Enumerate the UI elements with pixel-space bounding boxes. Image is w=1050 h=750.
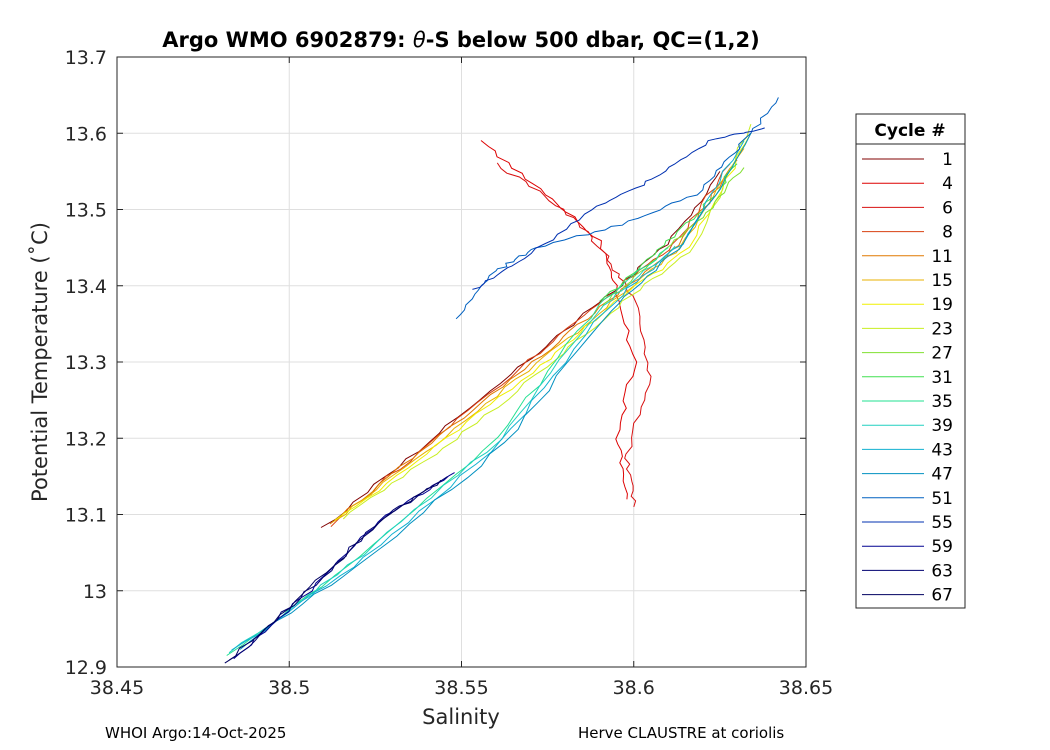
legend-title-box xyxy=(855,113,966,145)
x-axis-label: Salinity xyxy=(422,705,500,729)
legend-label-55: 55 xyxy=(931,513,953,533)
legend-entries: 1 4 6 8 11 15 19 23 27 31 35 39 43 47 51 55 59 63 67 xyxy=(862,150,953,606)
series-cycle-23 xyxy=(342,123,752,520)
series-cycle-31 xyxy=(599,163,738,302)
x-tick-label: 38.6 xyxy=(613,677,655,699)
y-tick-label: 13.1 xyxy=(65,505,107,527)
series-cycle-4 xyxy=(480,140,638,500)
y-tick-label: 12.9 xyxy=(65,657,107,679)
legend-label-4: 4 xyxy=(942,174,953,194)
y-tick-label: 13.2 xyxy=(65,428,107,450)
footer-left-text: WHOI Argo:14-Oct-2025 xyxy=(105,724,287,742)
legend-label-1: 1 xyxy=(942,150,953,170)
legend-label-35: 35 xyxy=(931,392,953,412)
legend-title: Cycle # xyxy=(874,121,945,141)
legend-label-19: 19 xyxy=(931,295,953,315)
legend: Cycle # 1 4 6 8 11 15 19 23 27 31 35 39 43 47 51 55 59 63… xyxy=(855,113,966,609)
series-cycle-67 xyxy=(224,479,442,664)
series-cycle-19 xyxy=(334,132,752,521)
series-lines xyxy=(224,97,779,664)
legend-label-11: 11 xyxy=(931,247,953,267)
series-cycle-27 xyxy=(600,167,745,310)
series-cycle-55 xyxy=(472,127,765,290)
legend-label-23: 23 xyxy=(931,319,953,339)
series-cycle-51 xyxy=(455,97,779,320)
y-axis-label: Potential Temperature (˚C) xyxy=(28,222,52,502)
y-tick-label: 13.7 xyxy=(65,47,107,69)
legend-label-51: 51 xyxy=(931,489,953,509)
y-tick-label: 13.5 xyxy=(65,200,107,222)
y-tick-label: 13.3 xyxy=(65,352,107,374)
chart-title: Argo WMO 6902879: θ-S below 500 dbar, QC… xyxy=(162,28,759,52)
legend-label-67: 67 xyxy=(931,586,953,606)
legend-label-63: 63 xyxy=(931,561,953,581)
legend-label-6: 6 xyxy=(942,198,953,218)
series-cycle-6 xyxy=(496,162,652,508)
x-tick-label: 38.55 xyxy=(434,677,488,699)
legend-label-43: 43 xyxy=(931,440,953,460)
legend-box xyxy=(855,143,966,609)
x-tick-label: 38.45 xyxy=(90,677,144,699)
x-tick-label: 38.65 xyxy=(779,677,833,699)
y-tick-label: 13.4 xyxy=(65,276,107,298)
footer-right-text: Herve CLAUSTRE at coriolis xyxy=(578,724,785,742)
series-cycle-11 xyxy=(329,159,738,525)
axis-ticks: 38.45 38.5 38.55 38.6 38.65 12.9 13 13.1 13.2 13.… xyxy=(65,47,834,699)
legend-label-8: 8 xyxy=(942,223,953,243)
legend-label-15: 15 xyxy=(931,271,953,291)
y-tick-label: 13 xyxy=(83,581,107,603)
legend-label-59: 59 xyxy=(931,537,953,557)
legend-label-47: 47 xyxy=(931,465,953,485)
x-tick-label: 38.5 xyxy=(268,677,310,699)
y-tick-label: 13.6 xyxy=(65,123,107,145)
legend-label-27: 27 xyxy=(931,344,953,364)
grid xyxy=(117,57,806,667)
legend-label-31: 31 xyxy=(931,368,953,388)
series-cycle-47 xyxy=(239,132,752,650)
legend-label-39: 39 xyxy=(931,416,953,436)
series-cycle-15 xyxy=(332,148,745,523)
